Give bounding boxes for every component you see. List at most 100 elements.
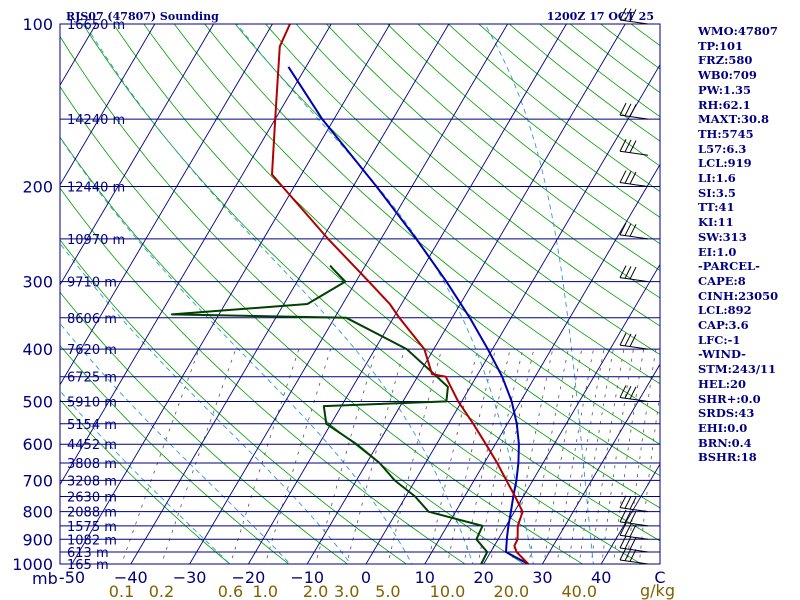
index-line: LCL:892 xyxy=(698,303,752,318)
height-label: 3808 m xyxy=(67,457,117,472)
isotherm-line xyxy=(248,24,567,564)
mixing-ratio-line xyxy=(590,349,625,564)
mixing-ratio-line xyxy=(578,349,614,564)
height-label: 12440 m xyxy=(67,181,125,196)
mixing-ratio-line xyxy=(510,349,554,564)
wind-barb xyxy=(619,547,649,565)
dry-adiabat-line xyxy=(356,24,660,271)
moist-adiabat-line xyxy=(60,136,413,564)
index-line: -PARCEL- xyxy=(698,259,760,274)
pressure-label: 800 xyxy=(22,503,53,522)
mixing-ratio-line xyxy=(638,390,660,564)
temperature-tick-label: −10 xyxy=(290,568,324,587)
mixing-ratio-line xyxy=(568,349,605,564)
isotherm-line xyxy=(600,463,660,564)
pressure-axis-labels: 1000 900 800 700 600 500 400 300 200 100 xyxy=(12,15,53,574)
temperature-tick-label: −20 xyxy=(232,568,266,587)
height-label: 14240 m xyxy=(67,113,125,128)
temperature-tick-label: 40 xyxy=(591,568,611,587)
height-label: 9710 m xyxy=(67,276,117,291)
dry-adiabat-line xyxy=(60,187,466,564)
pressure-label: 100 xyxy=(22,15,53,34)
height-label: 16650 m xyxy=(67,18,125,33)
dry-adiabat-line xyxy=(60,291,349,564)
temperature-tick-label: 0 xyxy=(361,568,371,587)
index-line: CAPE:8 xyxy=(698,273,746,288)
isobars xyxy=(60,24,660,564)
wind-barb xyxy=(619,535,649,553)
isotherm-line xyxy=(542,363,660,564)
index-line: CINH:23050 xyxy=(698,288,779,303)
mixing-ratio-tick-label: 5.0 xyxy=(375,582,400,600)
index-line: SW:313 xyxy=(698,229,747,244)
height-label: 8606 m xyxy=(67,312,117,327)
mixing-ratio-line xyxy=(543,349,583,564)
height-label: 613 m xyxy=(67,546,109,561)
wind-barb xyxy=(619,222,649,240)
temperature-tick-label: C xyxy=(654,568,665,587)
station-title: RJS07 (47807) Sounding xyxy=(66,10,219,23)
dry-adiabat-line xyxy=(478,24,660,167)
moist-adiabat-line xyxy=(60,390,231,564)
index-line: PW:1.35 xyxy=(698,82,752,97)
isotherm-line xyxy=(60,24,332,486)
parcel-trace xyxy=(287,66,529,564)
mixing-ratio-line xyxy=(477,349,524,564)
height-label: 10970 m xyxy=(67,233,125,248)
height-label: 2630 m xyxy=(67,491,117,506)
index-line: SHR+:0.0 xyxy=(698,391,761,406)
moist-adiabats xyxy=(60,24,594,564)
pressure-label: 500 xyxy=(22,392,53,411)
dry-adiabat-line xyxy=(112,24,660,509)
mixing-ratio-line xyxy=(427,349,479,564)
isotherm-line xyxy=(130,24,450,564)
mixing-ratio-line xyxy=(601,349,634,564)
wind-barb xyxy=(619,265,649,283)
isotherm-line xyxy=(189,24,508,564)
pressure-label: 300 xyxy=(22,273,53,292)
height-label: 2088 m xyxy=(67,506,117,521)
index-line: WMO:47807 xyxy=(698,24,778,38)
dry-adiabats xyxy=(60,24,660,564)
mixing-ratio-tick-label: 0.6 xyxy=(218,582,243,600)
mixing-ratio-tick-label: 3.0 xyxy=(334,582,359,600)
dry-adiabat-line xyxy=(386,24,660,245)
dry-adiabat-line xyxy=(60,399,231,564)
index-line: TP:101 xyxy=(698,38,744,53)
index-line: RH:62.1 xyxy=(698,97,751,112)
dry-adiabat-line xyxy=(143,24,660,477)
isotherm-line xyxy=(424,163,660,564)
index-line: CAP:3.6 xyxy=(698,318,749,333)
pressure-label: 400 xyxy=(22,340,53,359)
mixing-ratio-tick-label: 10.0 xyxy=(430,582,466,600)
index-line: BRN:0.4 xyxy=(698,435,752,450)
isotherm-line xyxy=(483,263,660,564)
dry-adiabat-line xyxy=(325,24,660,299)
index-line: MAXT:30.8 xyxy=(698,112,769,127)
height-label: 7620 m xyxy=(67,343,117,358)
height-label: 165 m xyxy=(67,558,109,573)
temperature-tick-label: 20 xyxy=(473,568,493,587)
moist-adiabat-line xyxy=(84,24,474,564)
index-line: L57:6.3 xyxy=(698,141,747,156)
mixing-ratio-line xyxy=(230,348,300,564)
wind-barb xyxy=(619,102,649,120)
profiles xyxy=(170,24,530,564)
mixing-ratio-line xyxy=(463,349,511,564)
mixing-ratio-axis-labels: 0.1 0.2 0.6 1.0 2.0 3.0 5.0 10.0 20.0 40.0 xyxy=(109,582,597,600)
dry-adiabat-line xyxy=(447,24,660,192)
isotherm-line xyxy=(306,24,626,564)
index-line: HEL:20 xyxy=(698,376,746,391)
index-line: LCL:919 xyxy=(698,156,752,171)
index-line: BSHR:18 xyxy=(698,450,757,465)
pressure-label: 200 xyxy=(22,178,53,197)
index-line: SRDS:43 xyxy=(698,406,755,421)
dry-adiabat-line xyxy=(60,85,584,564)
temperature-tick-label: 10 xyxy=(415,568,435,587)
index-line: -WIND- xyxy=(698,347,746,362)
plot-frame xyxy=(59,23,661,565)
mixing-ratio-line xyxy=(613,349,645,564)
dry-adiabat-line xyxy=(173,24,660,445)
